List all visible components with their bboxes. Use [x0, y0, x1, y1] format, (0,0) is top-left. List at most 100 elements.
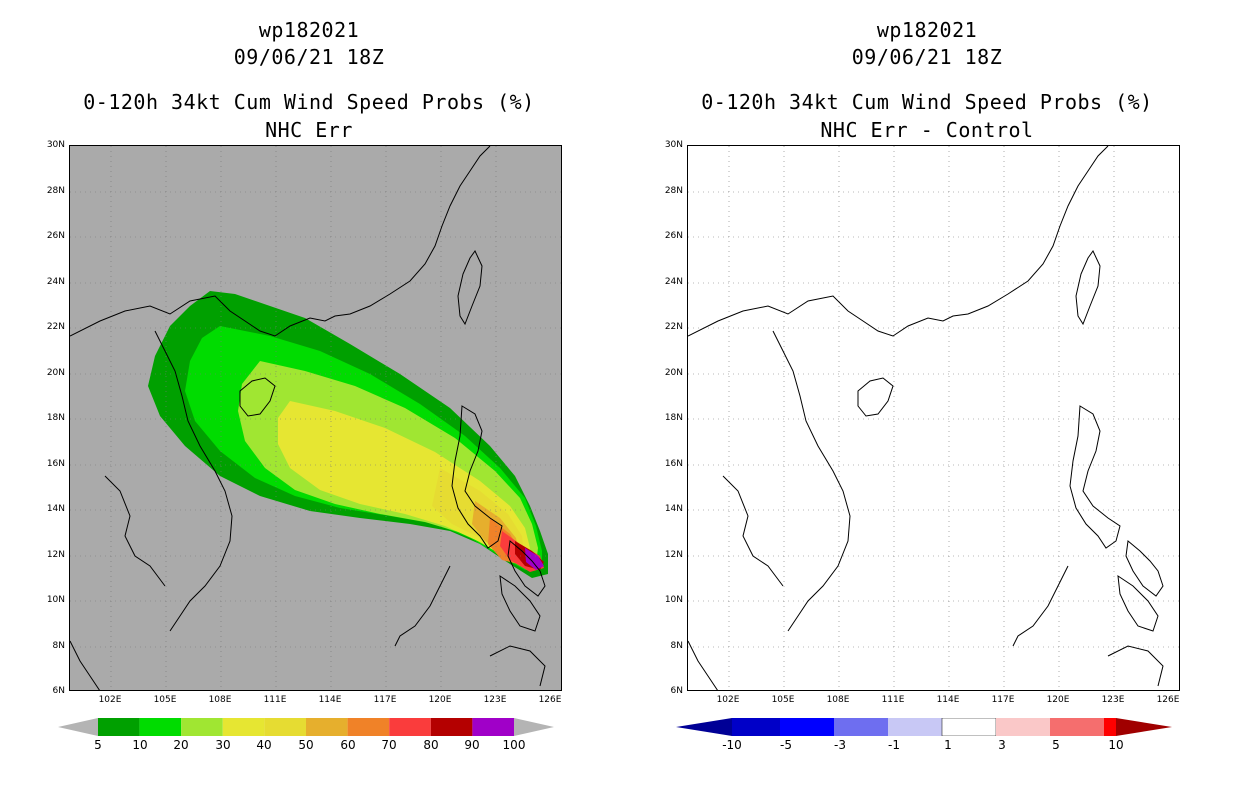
y-label: 24N [664, 277, 683, 287]
right-title-product: 0-120h 34kt Cum Wind Speed Probs (%) [701, 90, 1153, 114]
colorbar-swatch [732, 718, 780, 736]
left-coastlines [70, 146, 546, 690]
colorbar-swatch [472, 718, 514, 736]
colorbar-label: -5 [780, 738, 792, 752]
x-label: 114E [318, 695, 342, 705]
colorbar-swatch [941, 718, 997, 736]
x-label: 123E [1101, 695, 1125, 705]
colorbar-swatch [139, 718, 182, 736]
colorbar-swatch [306, 718, 348, 736]
colorbar-label: 3 [998, 738, 1006, 752]
right-colorbar [676, 718, 1172, 736]
colorbar-high-arrow [514, 718, 554, 736]
left-title-storm: wp182021 [258, 18, 360, 42]
colorbar-swatch [181, 718, 223, 736]
colorbar-label: 60 [340, 738, 356, 752]
right-title-date: 09/06/21 18Z [851, 45, 1003, 69]
y-label: 6N [670, 686, 683, 696]
y-label: 10N [664, 595, 683, 605]
y-label: 22N [664, 322, 683, 332]
colorbar-high-arrow [1116, 718, 1172, 736]
x-label: 111E [263, 695, 287, 705]
y-label: 28N [46, 186, 65, 196]
right-coastlines [688, 146, 1164, 690]
colorbar-swatch [996, 718, 1050, 736]
x-label: 105E [771, 695, 795, 705]
colorbar-label: 5 [94, 738, 102, 752]
colorbar-swatch [888, 718, 942, 736]
y-label: 30N [664, 140, 683, 150]
colorbar-label: 40 [256, 738, 272, 752]
x-label: 108E [826, 695, 850, 705]
x-label: 120E [1046, 695, 1070, 705]
right-map [687, 145, 1180, 691]
left-colorbar [58, 718, 554, 736]
y-label: 28N [664, 186, 683, 196]
right-map-svg [688, 146, 1179, 690]
colorbar-swatch [780, 718, 834, 736]
colorbar-label: 20 [173, 738, 189, 752]
colorbar-label: 5 [1052, 738, 1060, 752]
colorbar-label: 70 [381, 738, 397, 752]
y-label: 24N [46, 277, 65, 287]
colorbar-label: 30 [215, 738, 231, 752]
left-title-product: 0-120h 34kt Cum Wind Speed Probs (%) [83, 90, 535, 114]
colorbar-label: 10 [1108, 738, 1124, 752]
colorbar-label: -1 [888, 738, 900, 752]
colorbar-swatch [389, 718, 431, 736]
y-label: 10N [46, 595, 65, 605]
y-label: 12N [664, 550, 683, 560]
prob-90-region [525, 548, 544, 570]
colorbar-swatch [1050, 718, 1104, 736]
colorbar-swatch [347, 718, 390, 736]
y-label: 20N [664, 368, 683, 378]
y-label: 16N [664, 459, 683, 469]
y-label: 18N [46, 413, 65, 423]
x-label: 102E [716, 695, 740, 705]
colorbar-label: 50 [298, 738, 314, 752]
left-gridlines [70, 146, 561, 690]
x-label: 117E [991, 695, 1015, 705]
x-label: 126E [1156, 695, 1180, 705]
x-label: 108E [208, 695, 232, 705]
colorbar-swatch [98, 718, 140, 736]
y-label: 26N [664, 231, 683, 241]
y-label: 20N [46, 368, 65, 378]
colorbar-swatch [430, 718, 473, 736]
colorbar-low-arrow [58, 718, 98, 736]
colorbar-swatch [834, 718, 888, 736]
y-label: 26N [46, 231, 65, 241]
right-gridlines [688, 146, 1179, 690]
x-label: 114E [936, 695, 960, 705]
y-label: 8N [670, 641, 683, 651]
x-label: 105E [153, 695, 177, 705]
colorbar-swatch [222, 718, 265, 736]
colorbar-label: -3 [834, 738, 846, 752]
left-title-sub: NHC Err [265, 118, 353, 142]
x-label: 123E [483, 695, 507, 705]
y-label: 30N [46, 140, 65, 150]
left-map-svg [70, 146, 561, 690]
colorbar-swatch [264, 718, 306, 736]
left-title-date: 09/06/21 18Z [233, 45, 385, 69]
x-label: 111E [881, 695, 905, 705]
y-label: 12N [46, 550, 65, 560]
right-panel: wp182021 09/06/21 18Z 0-120h 34kt Cum Wi… [618, 0, 1236, 800]
colorbar-label: 80 [423, 738, 439, 752]
colorbar-label: 100 [502, 738, 526, 752]
x-label: 117E [373, 695, 397, 705]
colorbar-label: -10 [722, 738, 742, 752]
colorbar-label: 10 [132, 738, 148, 752]
y-label: 14N [46, 504, 65, 514]
x-label: 126E [538, 695, 562, 705]
y-label: 22N [46, 322, 65, 332]
y-label: 16N [46, 459, 65, 469]
y-label: 14N [664, 504, 683, 514]
right-title-sub: NHC Err - Control [820, 118, 1034, 142]
right-title-storm: wp182021 [876, 18, 978, 42]
left-panel: wp182021 09/06/21 18Z 0-120h 34kt Cum Wi… [46, 18, 562, 752]
y-label: 8N [52, 641, 65, 651]
y-label: 6N [52, 686, 65, 696]
x-label: 120E [428, 695, 452, 705]
colorbar-low-arrow [676, 718, 732, 736]
